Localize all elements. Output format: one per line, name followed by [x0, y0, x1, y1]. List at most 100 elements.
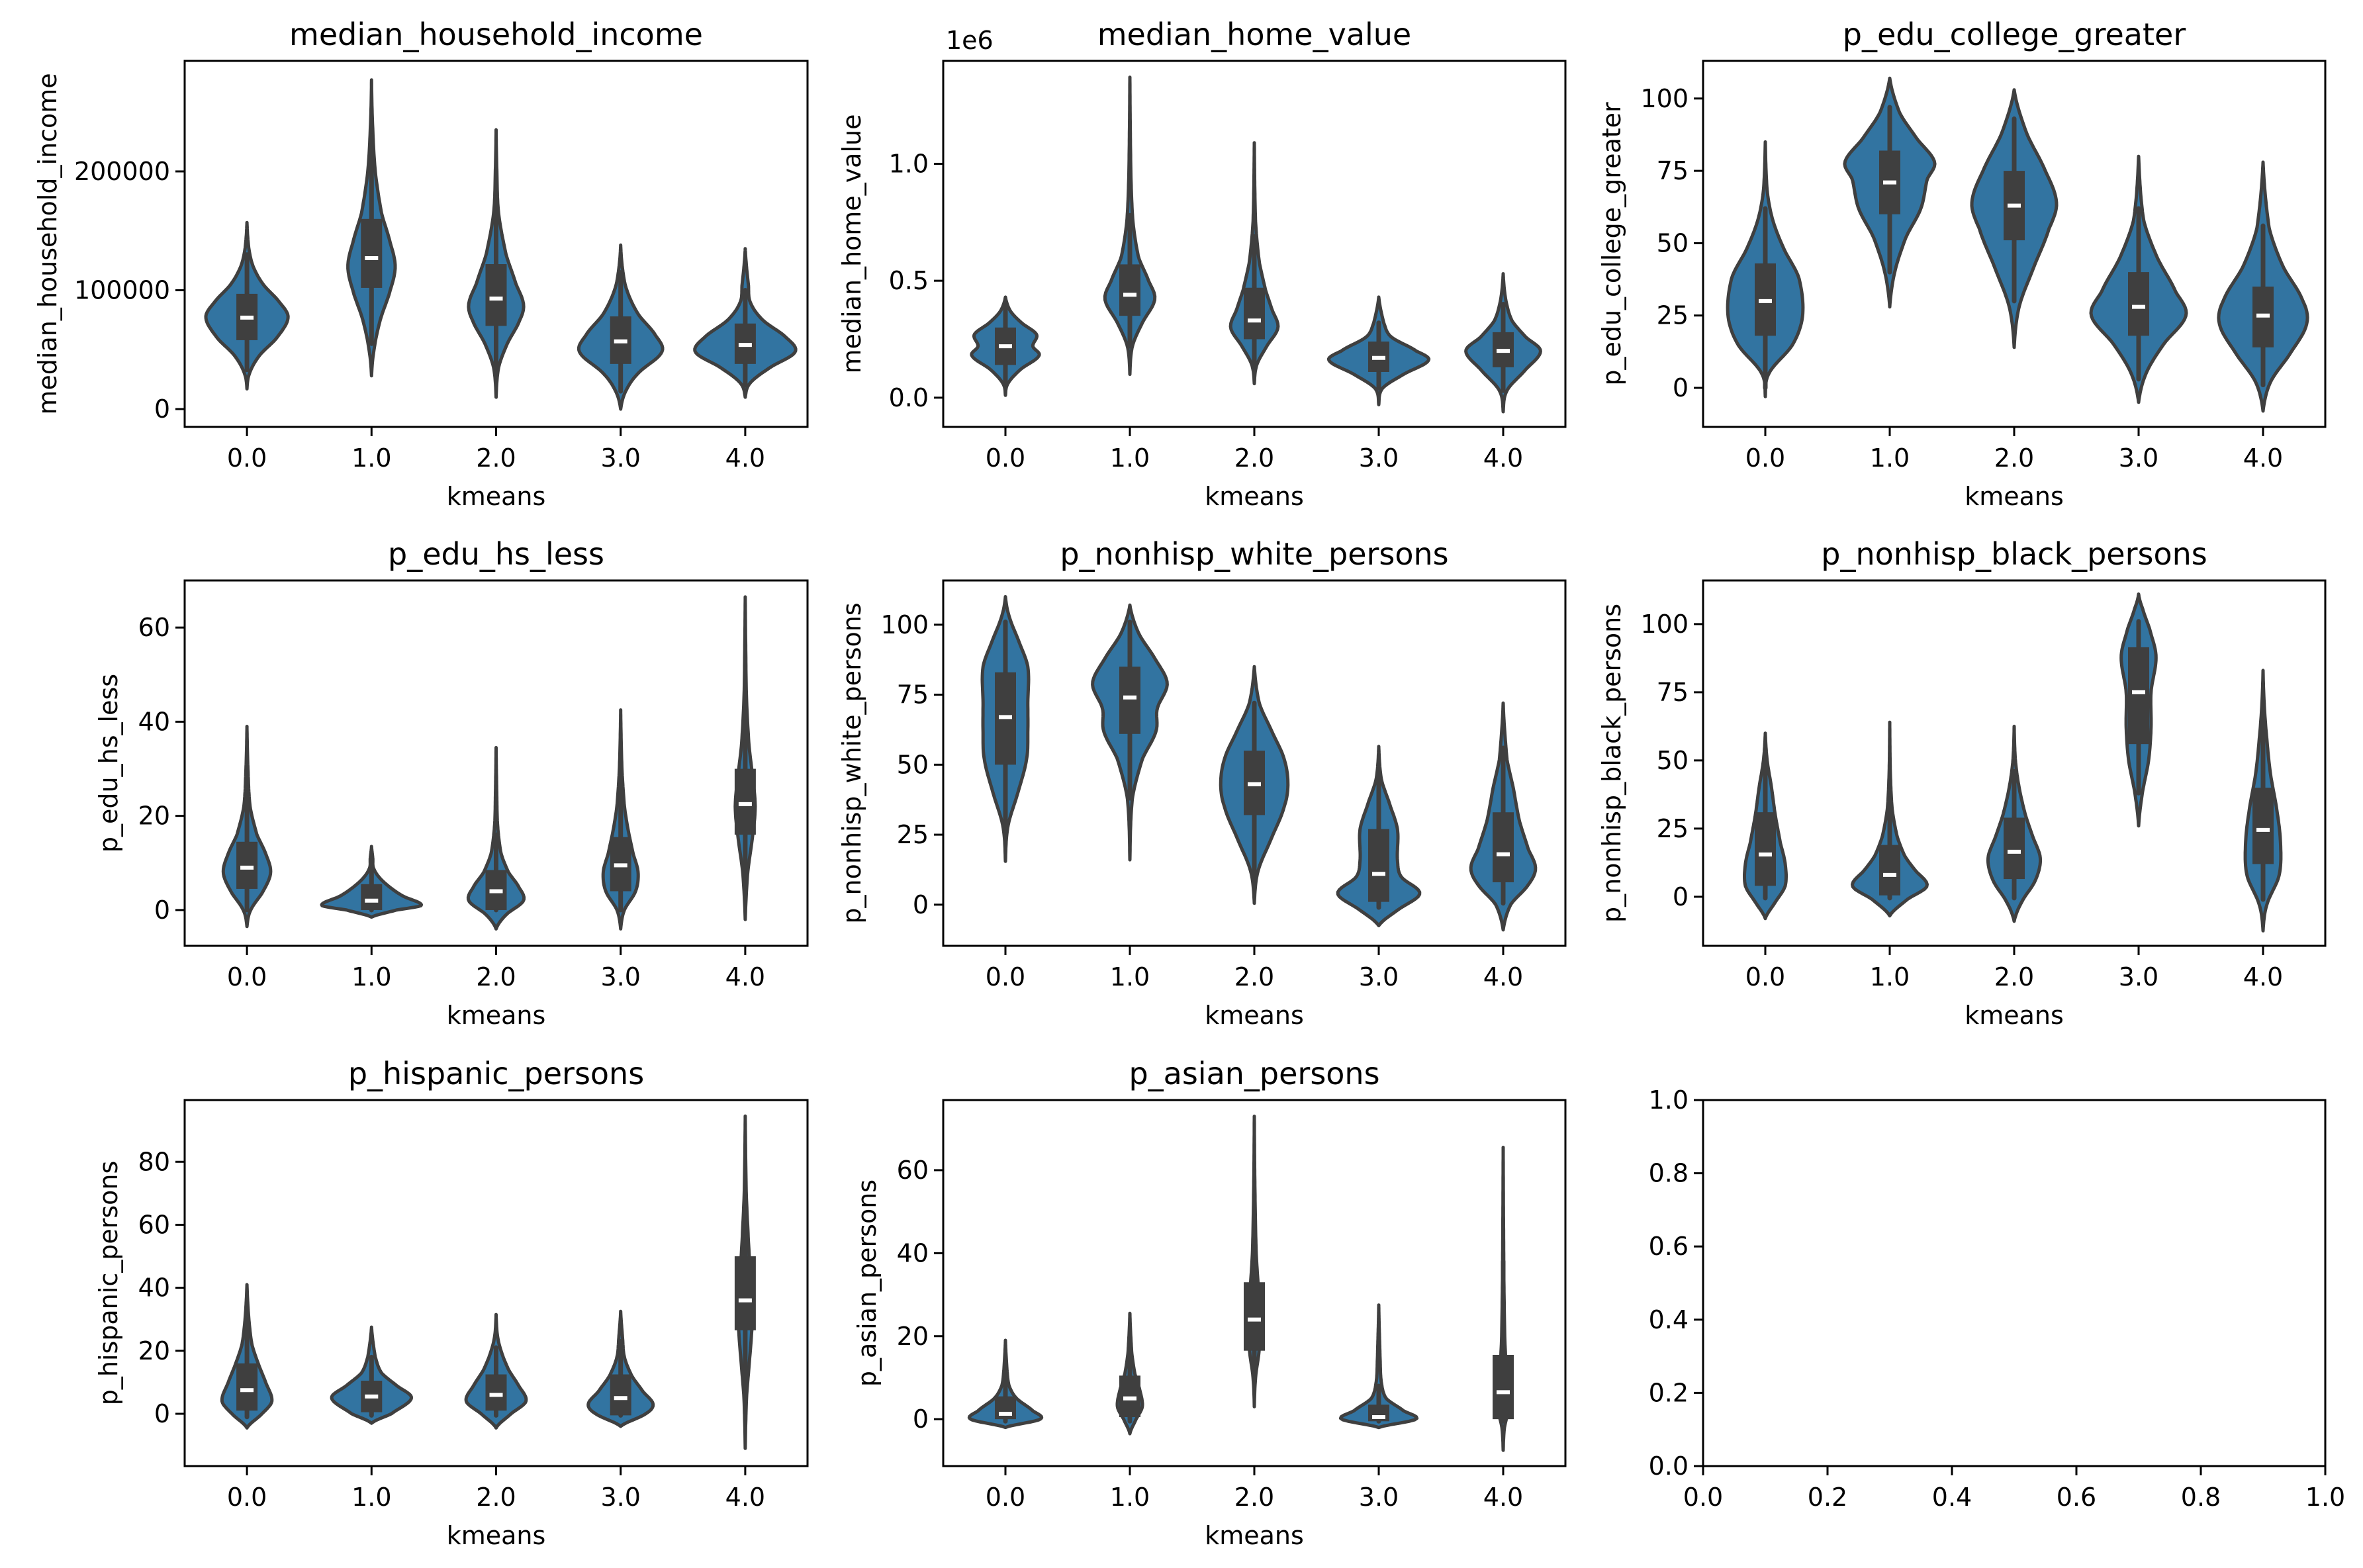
violin-1.0	[1091, 603, 1169, 862]
x-tick-label: 0.0	[986, 962, 1025, 992]
x-axis-label: kmeans	[1205, 1001, 1304, 1030]
violin-iqr-box	[1879, 845, 1900, 896]
violin-2.0	[466, 746, 526, 931]
violin-4.0	[693, 247, 798, 399]
y-tick-label: 60	[138, 1210, 170, 1239]
y-tick-label: 100	[880, 610, 929, 639]
y-tick-label: 100	[1640, 84, 1689, 113]
subplot-title: p_hispanic_persons	[348, 1056, 644, 1091]
x-tick-label: 2.0	[1234, 962, 1274, 992]
y-tick-label: 1.0	[1649, 1085, 1689, 1115]
y-tick-label: 60	[138, 613, 170, 642]
violin-body	[1338, 1303, 1419, 1430]
axes-frame	[1702, 60, 2327, 428]
x-tick-label: 4.0	[1483, 1483, 1523, 1512]
x-tick-label: 0.2	[1808, 1483, 1847, 1512]
subplot-median-home-value: 0.0 1.0 2.0 3.0 4.0 0.0 0.5 1.0 median_home_valu…	[837, 17, 1567, 511]
x-tick-label: 4.0	[2243, 443, 2283, 473]
violin-iqr-box	[1119, 264, 1140, 316]
violin-4.0	[1464, 272, 1542, 414]
y-tick-label: 25	[897, 820, 929, 849]
violin-iqr-box	[2128, 272, 2149, 336]
x-axis-label: kmeans	[1965, 482, 2064, 511]
violin-3.0	[1326, 295, 1431, 406]
violin-1.0	[1843, 76, 1937, 309]
violin-4.0	[1469, 701, 1538, 932]
subplot-p-edu-college-greater: 0.0 1.0 2.0 3.0 4.0 0 25 50 75 100 p_edu_college_g…	[1597, 17, 2327, 511]
violin-iqr-box	[2252, 788, 2274, 864]
y-tick-label: 0	[1673, 373, 1689, 402]
y-axis-label: p_edu_hs_less	[94, 674, 123, 853]
axes-frame	[942, 60, 1567, 428]
y-tick-label: 60	[897, 1156, 929, 1185]
violin-1.0	[1115, 1311, 1144, 1436]
x-tick-label: 0.4	[1932, 1483, 1972, 1512]
violin-0.0	[980, 595, 1031, 863]
subplot-title: p_edu_college_greater	[1843, 17, 2186, 52]
violin-2.0	[1219, 665, 1290, 905]
y-tick-label: 25	[1657, 301, 1689, 330]
x-tick-label: 4.0	[725, 443, 765, 473]
x-tick-label: 1.0	[1870, 962, 1910, 992]
x-axis-label: kmeans	[447, 1521, 546, 1550]
x-axis-label: kmeans	[1205, 1521, 1304, 1550]
subplot-p-nonhisp-black-persons: 0.0 1.0 2.0 3.0 4.0 0 25 50 75 100 p_nonhisp_black…	[1597, 536, 2327, 1030]
violin-4.0	[733, 595, 757, 921]
y-tick-label: 50	[897, 750, 929, 779]
violin-3.0	[2089, 154, 2188, 404]
violin-0.0	[970, 295, 1041, 397]
y-axis-label: p_nonhisp_white_persons	[837, 602, 866, 923]
violin-iqr-box	[2128, 647, 2149, 745]
subplot-title: p_asian_persons	[1129, 1056, 1379, 1091]
x-tick-label: 4.0	[725, 1483, 765, 1512]
x-tick-label: 3.0	[600, 1483, 640, 1512]
y-tick-label: 0.0	[1649, 1452, 1689, 1481]
axes-frame	[1702, 579, 2327, 947]
violin-2.0	[1228, 141, 1280, 386]
violin-0.0	[204, 220, 290, 391]
x-axis-label: kmeans	[447, 482, 546, 511]
y-tick-label: 0	[913, 1405, 929, 1434]
y-tick-label: 50	[1657, 228, 1689, 257]
violin-3.0	[1336, 745, 1422, 927]
y-axis-label: median_home_value	[837, 115, 866, 374]
x-tick-label: 3.0	[1359, 443, 1399, 473]
y-tick-label: 0	[913, 890, 929, 919]
x-tick-label: 2.0	[1994, 443, 2034, 473]
violin-4.0	[2217, 160, 2309, 413]
violin-1.0	[1103, 75, 1157, 376]
y-offset-label: 1e6	[946, 26, 994, 55]
violin-iqr-box	[1755, 812, 1776, 886]
x-tick-label: 4.0	[725, 962, 765, 992]
violin-1.0	[346, 78, 397, 378]
axes-frame	[1702, 1099, 2327, 1467]
y-tick-label: 40	[138, 707, 170, 736]
y-axis-label: p_asian_persons	[853, 1179, 882, 1387]
y-tick-label: 0	[1673, 882, 1689, 911]
y-tick-label: 25	[1657, 814, 1689, 843]
y-axis-label: p_edu_college_greater	[1597, 102, 1626, 386]
y-tick-label: 80	[138, 1147, 170, 1176]
x-tick-label: 1.0	[2305, 1483, 2345, 1512]
x-tick-label: 2.0	[476, 1483, 516, 1512]
x-tick-label: 0.8	[2181, 1483, 2221, 1512]
violin-3.0	[2119, 592, 2158, 828]
x-tick-label: 3.0	[1359, 1483, 1399, 1512]
x-tick-label: 4.0	[1483, 443, 1523, 473]
axes-frame	[183, 1099, 809, 1467]
y-axis-label: p_nonhisp_black_persons	[1597, 604, 1626, 923]
y-tick-label: 0.4	[1649, 1305, 1689, 1334]
y-tick-label: 75	[897, 680, 929, 710]
violin-3.0	[601, 708, 640, 931]
x-tick-label: 0.0	[227, 962, 267, 992]
x-tick-label: 3.0	[1359, 962, 1399, 992]
subplot-p-hispanic-persons: 0.0 1.0 2.0 3.0 4.0 0 20 40 60 80 p_hispanic_perso…	[94, 1056, 809, 1550]
y-tick-label: 40	[138, 1273, 170, 1303]
violin-0.0	[1726, 140, 1805, 398]
y-tick-label: 0.5	[889, 266, 929, 295]
x-axis-label: kmeans	[447, 1001, 546, 1030]
violin-3.0	[586, 1309, 655, 1428]
violin-0.0	[967, 1338, 1044, 1430]
x-tick-label: 1.0	[351, 1483, 391, 1512]
y-tick-label: 40	[897, 1238, 929, 1268]
